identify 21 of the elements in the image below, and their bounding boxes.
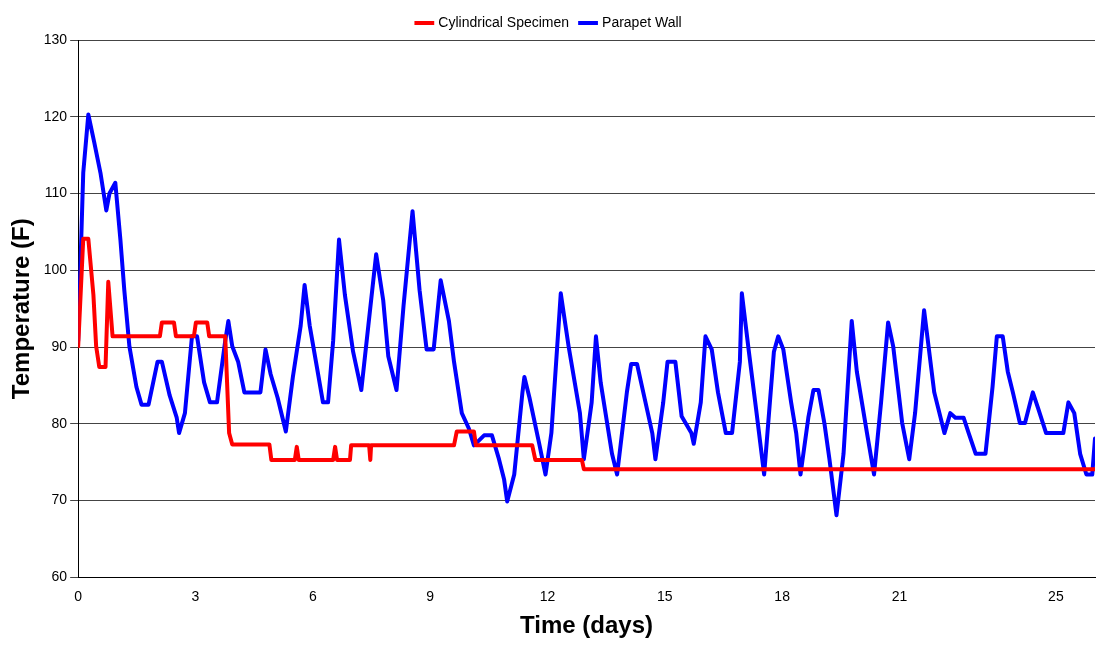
x-tick-label: 15 <box>657 587 673 604</box>
x-tick-label: 0 <box>74 587 83 604</box>
legend-label: Parapet Wall <box>602 13 682 30</box>
legend-label: Cylindrical Specimen <box>438 13 570 30</box>
x-tick-label: 3 <box>191 587 200 604</box>
y-tick-label: 90 <box>51 337 68 354</box>
x-axis-title: Time (days) <box>520 611 654 639</box>
x-tick-label: 18 <box>774 587 791 604</box>
y-axis-title: Temperature (F) <box>7 218 35 400</box>
x-tick-label: 12 <box>539 587 556 604</box>
y-tick-label: 120 <box>43 107 68 124</box>
y-tick-label: 70 <box>51 491 68 508</box>
y-tick-label: 60 <box>51 568 68 585</box>
y-tick-label: 100 <box>43 261 68 278</box>
x-tick-label: 9 <box>426 587 435 604</box>
x-tick-label: 25 <box>1048 587 1064 604</box>
y-tick-label: 130 <box>43 30 68 47</box>
x-tick-label: 21 <box>891 587 908 604</box>
y-tick-label: 80 <box>51 414 68 431</box>
x-tick-label: 6 <box>308 587 317 604</box>
y-tick-label: 110 <box>44 184 68 201</box>
